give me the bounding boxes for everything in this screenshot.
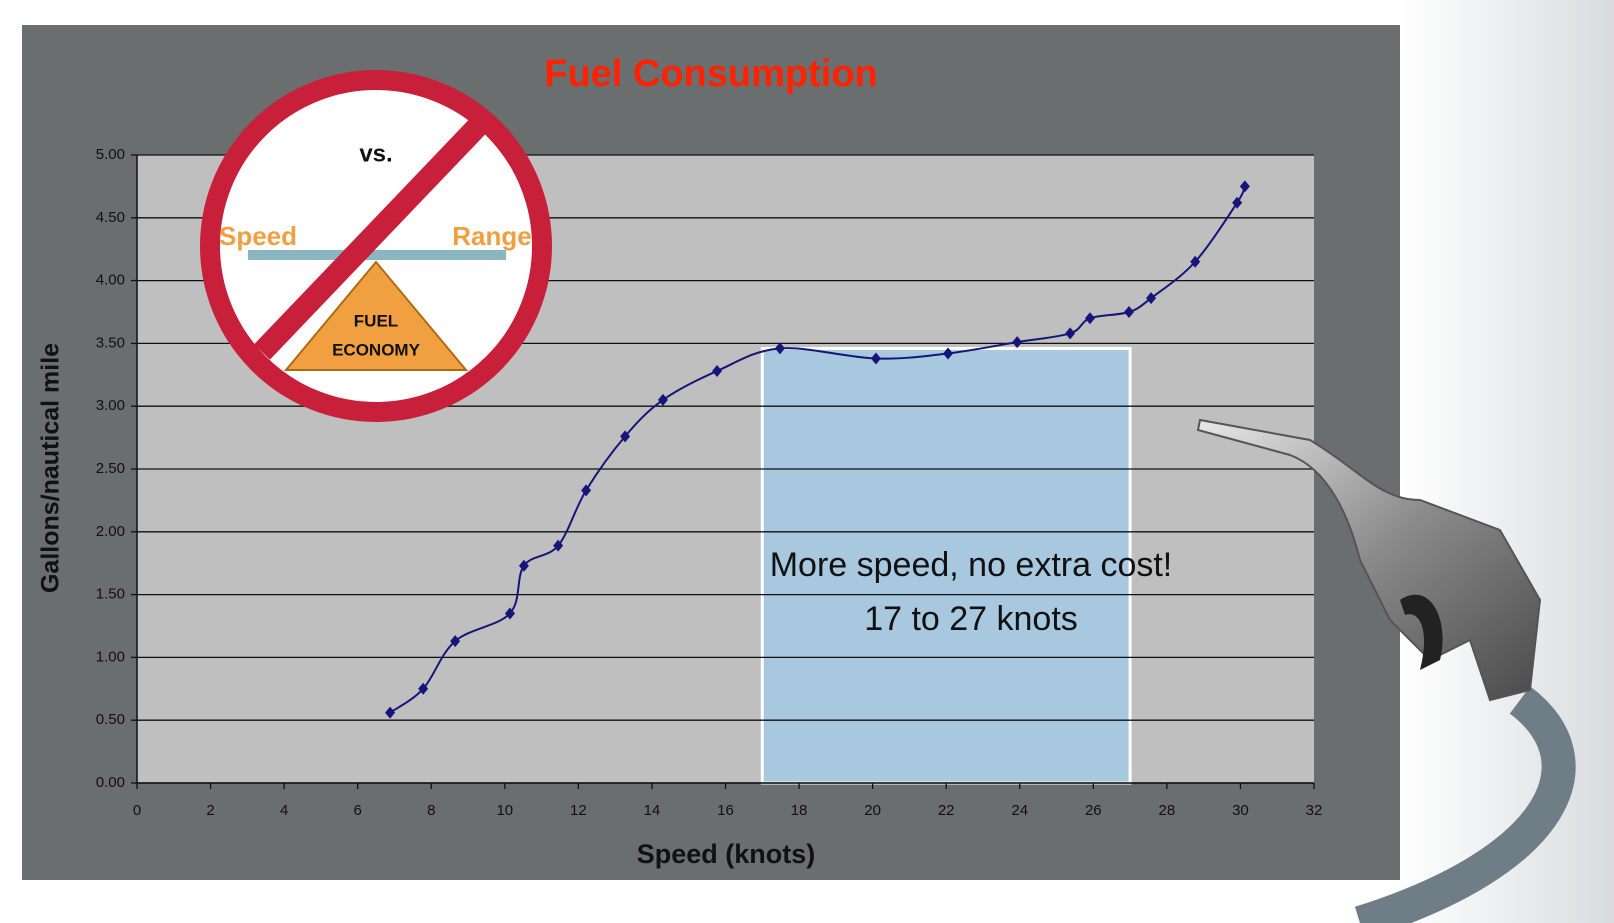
x-tick-label: 0 (133, 802, 141, 819)
y-tick-label: 4.00 (96, 272, 125, 289)
y-tick-label: 2.00 (96, 523, 125, 540)
y-axis-label: Gallons/nautical mile (37, 343, 65, 593)
x-tick-label: 14 (644, 802, 661, 819)
inset-sign: vs. Speed Range FUEL ECONOMY (210, 80, 542, 412)
balance-beam (248, 250, 506, 260)
background-right (1400, 0, 1614, 923)
inset-text: vs. (359, 140, 392, 167)
x-tick-label: 32 (1306, 802, 1323, 819)
x-tick-label: 6 (354, 802, 362, 819)
y-tick-label: 1.50 (96, 586, 125, 603)
y-tick-label: 0.00 (96, 774, 125, 791)
annotation: 17 to 27 knots (864, 600, 1078, 638)
y-tick-label: 4.50 (96, 209, 125, 226)
page: 0.00 0.50 1.00 1.50 2.00 2.50 3.00 3.50 4.00 4.50… (0, 0, 1614, 923)
x-tick-label: 22 (938, 802, 955, 819)
x-tick-label: 2 (206, 802, 214, 819)
x-tick-label: 24 (1011, 802, 1028, 819)
y-tick-label: 1.00 (96, 648, 125, 665)
x-tick-label: 28 (1159, 802, 1176, 819)
y-tick-label: 3.00 (96, 397, 125, 414)
y-tick-label: 3.50 (96, 334, 125, 351)
x-tick-label: 26 (1085, 802, 1102, 819)
inset-text: Range (452, 221, 531, 251)
y-tick-label: 0.50 (96, 711, 125, 728)
x-tick-label: 30 (1232, 802, 1249, 819)
y-tick-label: 5.00 (96, 146, 125, 163)
y-tick-label: 2.50 (96, 460, 125, 477)
x-tick-label: 20 (864, 802, 881, 819)
x-tick-label: 12 (570, 802, 587, 819)
x-tick-label: 8 (427, 802, 435, 819)
x-tick-label: 10 (496, 802, 513, 819)
chart-title: Fuel Consumption (544, 53, 878, 95)
inset-text: FUEL (354, 311, 398, 330)
x-axis-label: Speed (knots) (637, 839, 816, 869)
inset-text: ECONOMY (332, 340, 421, 359)
x-tick-label: 4 (280, 802, 288, 819)
x-tick-label: 16 (717, 802, 734, 819)
x-tick-label: 18 (791, 802, 808, 819)
annotation: More speed, no extra cost! (770, 546, 1173, 584)
inset-text: Speed (219, 221, 297, 251)
chart: 0.00 0.50 1.00 1.50 2.00 2.50 3.00 3.50 4.00 4.50… (0, 0, 1614, 923)
